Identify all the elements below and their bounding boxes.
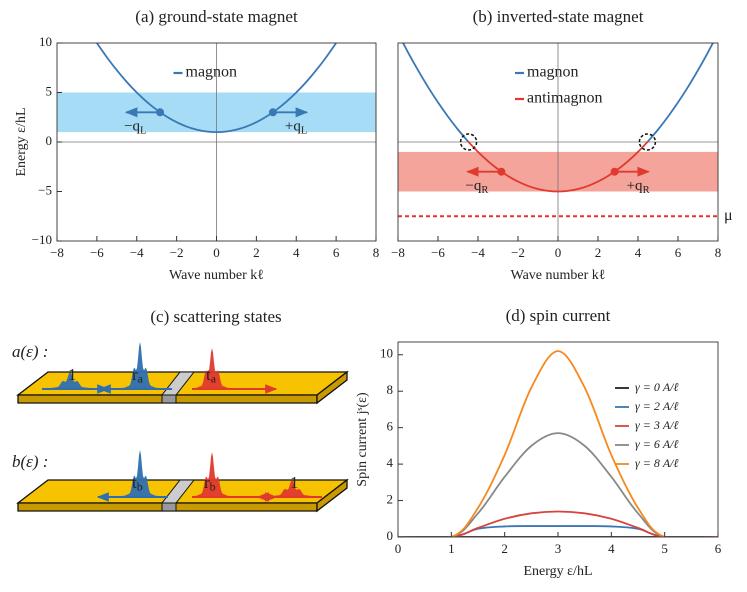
diagram-title: (c) scattering states xyxy=(150,307,281,326)
wave-packet xyxy=(182,452,242,496)
plot-area xyxy=(57,43,376,241)
packet-label-subscript: a xyxy=(211,372,217,386)
point xyxy=(156,108,165,117)
y-tick-label: 4 xyxy=(387,455,394,470)
y-tick-label: 0 xyxy=(46,133,53,148)
row-label: b(ε) : xyxy=(12,452,48,471)
packet-label: 1 xyxy=(290,473,299,492)
plot-area xyxy=(398,43,718,241)
x-tick-label: 0 xyxy=(555,245,562,260)
legend-label: antimagnon xyxy=(527,90,603,107)
x-tick-label: −4 xyxy=(471,245,485,260)
y-axis-label: Energy ε/hL xyxy=(14,108,29,177)
curve xyxy=(467,140,649,193)
curve xyxy=(398,510,718,537)
x-tick-label: −6 xyxy=(431,245,445,260)
x-tick-label: 4 xyxy=(635,245,642,260)
legend-label: γ = 8 A/ℓ xyxy=(635,456,679,470)
packet-label-subscript: b xyxy=(210,480,216,494)
x-tick-label: 2 xyxy=(501,541,508,556)
chart-title: (d) spin current xyxy=(506,306,611,325)
y-tick-label: 2 xyxy=(387,492,394,507)
curve xyxy=(398,432,718,537)
point-label-subscript: R xyxy=(481,185,488,196)
legend-label: γ = 0 A/ℓ xyxy=(635,380,679,394)
y-axis-label: Spin current jˢ(ε) xyxy=(355,392,370,487)
legend-label: γ = 2 A/ℓ xyxy=(635,399,679,413)
point-label: +q xyxy=(627,178,643,194)
x-tick-label: 6 xyxy=(675,245,682,260)
row-label: a(ε) : xyxy=(12,342,48,361)
x-tick-label: 2 xyxy=(253,245,260,260)
point xyxy=(497,167,506,176)
x-tick-label: −6 xyxy=(90,245,104,260)
curve xyxy=(402,43,714,142)
curve xyxy=(96,43,337,134)
y-tick-label: 8 xyxy=(387,382,394,397)
crossing-marker xyxy=(459,133,478,151)
x-tick-label: 2 xyxy=(595,245,602,260)
y-tick-label: 10 xyxy=(39,34,52,49)
point-label-subscript: R xyxy=(643,185,650,196)
packet-label-subscript: a xyxy=(138,372,144,386)
x-tick-label: 4 xyxy=(608,541,615,556)
y-tick-label: 10 xyxy=(380,346,393,361)
x-axis-label: Wave number kℓ xyxy=(169,268,264,283)
x-tick-label: −8 xyxy=(391,245,405,260)
y-tick-label: 5 xyxy=(46,83,53,98)
x-tick-label: 5 xyxy=(661,541,668,556)
crossing-marker xyxy=(638,133,657,151)
legend-label: γ = 6 A/ℓ xyxy=(635,437,679,451)
y-tick-label: 0 xyxy=(387,528,394,543)
x-tick-label: 8 xyxy=(373,245,380,260)
mu-label: μ xyxy=(724,207,733,224)
x-tick-label: 8 xyxy=(715,245,722,260)
point-label: −q xyxy=(465,178,481,194)
x-tick-label: 0 xyxy=(213,245,220,260)
y-tick-label: −10 xyxy=(32,232,52,247)
wave-packet xyxy=(256,480,328,496)
x-tick-label: 3 xyxy=(555,541,562,556)
point xyxy=(268,108,277,117)
packet-label: t xyxy=(132,473,137,492)
packet-label: 1 xyxy=(68,365,77,384)
packet-label-subscript: b xyxy=(137,480,143,494)
wave-packet xyxy=(110,342,170,388)
plot-area xyxy=(398,350,718,537)
x-axis-label: Wave number kℓ xyxy=(511,268,606,283)
packet-label: r xyxy=(204,473,210,492)
point xyxy=(610,167,619,176)
x-tick-label: −8 xyxy=(50,245,64,260)
x-axis-label: Energy ε/hL xyxy=(524,564,593,579)
x-tick-label: 6 xyxy=(333,245,340,260)
point-label-subscript: L xyxy=(140,126,146,137)
wave-packet xyxy=(182,348,242,388)
y-tick-label: −5 xyxy=(38,182,52,197)
packet-label: t xyxy=(206,365,211,384)
legend-label: magnon xyxy=(527,64,579,81)
x-tick-label: 4 xyxy=(293,245,300,260)
chart-title: (a) ground-state magnet xyxy=(135,7,298,26)
x-tick-label: 0 xyxy=(395,541,402,556)
y-tick-label: 6 xyxy=(387,419,394,434)
x-tick-label: −4 xyxy=(130,245,144,260)
x-tick-label: −2 xyxy=(511,245,525,260)
x-tick-label: −2 xyxy=(170,245,184,260)
point-label: −q xyxy=(124,119,140,135)
x-tick-label: 1 xyxy=(448,541,455,556)
wave-packet xyxy=(34,372,106,388)
point-label: +q xyxy=(285,119,301,135)
wave-packet xyxy=(110,450,170,496)
legend-label: magnon xyxy=(186,64,238,81)
legend-label: γ = 3 A/ℓ xyxy=(635,418,679,432)
packet-label: r xyxy=(132,365,138,384)
curve xyxy=(398,350,718,537)
x-tick-label: 6 xyxy=(715,541,722,556)
chart-title: (b) inverted-state magnet xyxy=(473,7,644,26)
point-label-subscript: L xyxy=(301,126,307,137)
